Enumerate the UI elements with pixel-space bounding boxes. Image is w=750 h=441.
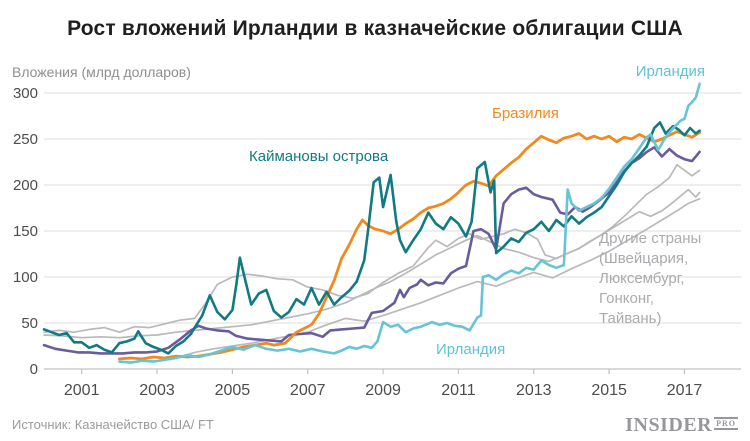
- series-line-Другие страны (линия 4, фиолетовая): [42, 146, 701, 355]
- x-tick-label: 2017: [667, 382, 703, 399]
- series-label-cayman-islands: Каймановы острова: [249, 148, 389, 165]
- y-tick-label: 300: [13, 85, 38, 102]
- y-tick-label: 200: [13, 177, 38, 194]
- y-tick-label: 250: [13, 131, 38, 148]
- x-tick-label: 2015: [591, 382, 627, 399]
- x-tick-label: 2009: [365, 382, 401, 399]
- series-line-Ирландия: [118, 82, 701, 364]
- y-tick-label: 50: [21, 315, 38, 332]
- x-tick-label: 2001: [64, 382, 100, 399]
- x-tick-label: 2013: [516, 382, 552, 399]
- series-line-Другие страны (линия 2): [43, 188, 701, 339]
- x-tick-label: 2011: [441, 382, 476, 399]
- series-label-ireland-top: Ирландия: [635, 63, 705, 80]
- x-tick-label: 2003: [139, 382, 175, 399]
- logo-text-insider: INSIDER: [625, 414, 713, 436]
- series-label-ireland-bottom: Ирландия: [436, 341, 506, 358]
- series-label-brazil: Бразилия: [492, 105, 559, 122]
- series-label-other-countries: Другие страны (Швейцария, Люксембург, Го…: [599, 230, 702, 327]
- series-line-Другие страны (линия 3): [148, 197, 701, 363]
- y-tick-label: 150: [13, 223, 38, 240]
- page-title: Рост вложений Ирландии в казначейские об…: [67, 17, 683, 40]
- insider-pro-logo: INSIDER PRO: [625, 414, 738, 437]
- logo-text-pro: PRO: [714, 417, 738, 430]
- series-line-Другие страны (линия 1): [43, 163, 701, 334]
- y-tick-label: 0: [30, 361, 38, 378]
- x-tick-label: 2007: [290, 382, 326, 399]
- x-tick-label: 2005: [215, 382, 251, 399]
- source-note: Источник: Казначейство США/ FT: [12, 417, 214, 432]
- y-tick-label: 100: [13, 269, 38, 286]
- y-axis-title: Вложения (млрд долларов): [12, 64, 191, 80]
- series-line-Каймановы острова: [42, 121, 701, 355]
